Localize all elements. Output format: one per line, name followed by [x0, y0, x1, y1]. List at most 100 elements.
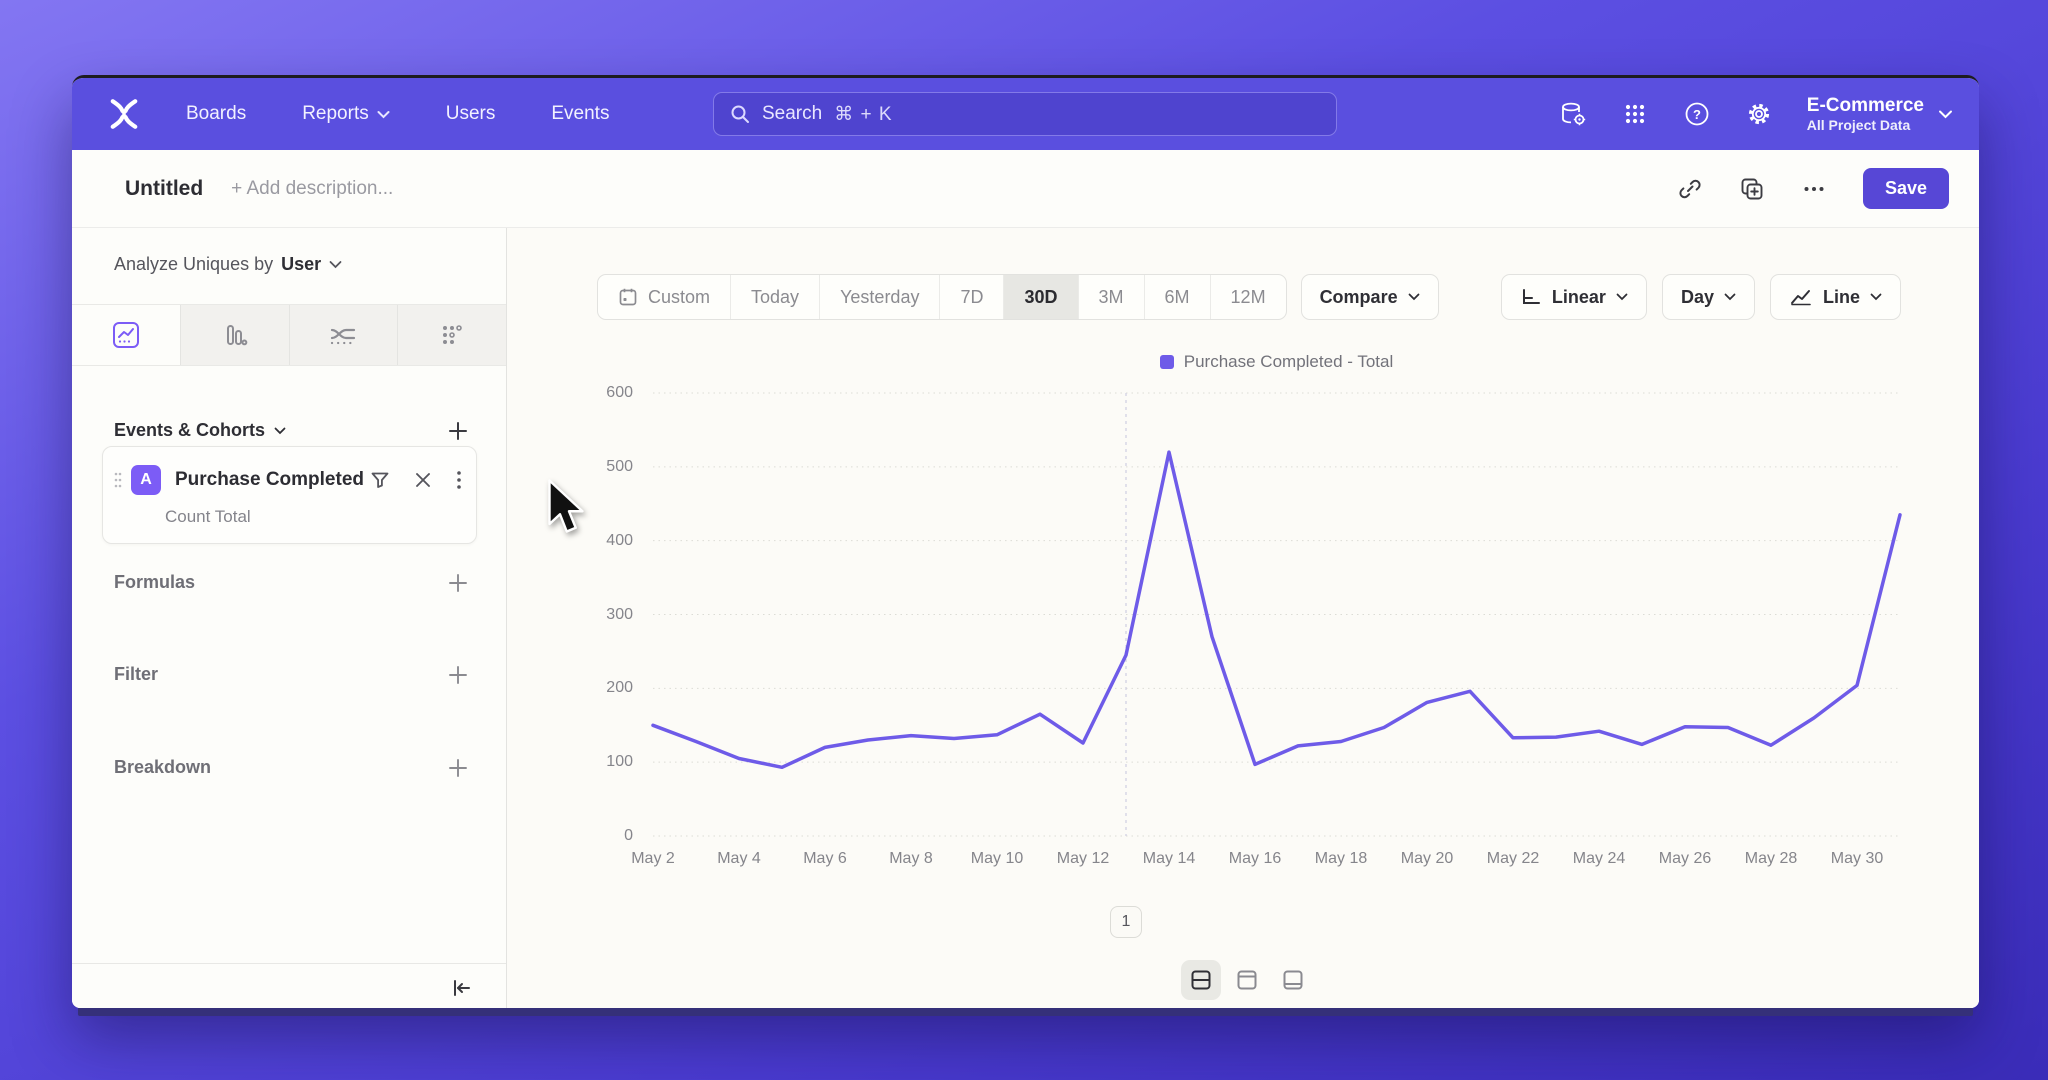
- y-tick: 600: [606, 384, 633, 401]
- settings-gear-icon[interactable]: [1745, 100, 1773, 128]
- date-range-label: Yesterday: [840, 286, 920, 307]
- interval-dropdown[interactable]: Day: [1661, 274, 1755, 320]
- annotation-badge[interactable]: 1: [1110, 906, 1142, 938]
- layout-split-horizontal-button[interactable]: [1181, 960, 1221, 1000]
- nav-item-boards[interactable]: Boards: [186, 103, 246, 125]
- nav-item-label: Boards: [186, 103, 247, 124]
- filter-funnel-icon[interactable]: [370, 470, 390, 490]
- drag-handle[interactable]: [113, 471, 123, 489]
- chevron-down-icon: [329, 261, 342, 269]
- add-formula-button[interactable]: [448, 573, 468, 593]
- y-axis-labels: 0 100 200 300 400 500 600: [567, 384, 643, 844]
- retention-tab-icon: [443, 325, 462, 344]
- filter-section: Filter: [114, 664, 468, 685]
- share-link-icon[interactable]: [1677, 176, 1703, 202]
- date-range-label: 7D: [960, 286, 984, 307]
- date-range-label: 12M: [1230, 286, 1266, 307]
- breakdown-label: Breakdown: [114, 757, 212, 777]
- nav-item-reports[interactable]: Reports: [302, 103, 390, 125]
- search-placeholder: Search: [762, 103, 823, 124]
- chart-panel: Custom Today Yesterday 7D 30D 3M 6M 12M …: [507, 228, 1979, 1008]
- date-range-custom[interactable]: Custom: [598, 275, 732, 319]
- layout-top-bar-button[interactable]: [1227, 960, 1267, 1000]
- formulas-label: Formulas: [114, 572, 196, 592]
- date-range-today[interactable]: Today: [731, 275, 821, 319]
- help-icon[interactable]: ?: [1683, 100, 1711, 128]
- top-nav: Boards Reports Users Events Search ⌘ + K: [72, 78, 1979, 150]
- date-range-30d[interactable]: 30D: [1004, 275, 1079, 319]
- tab-insights-line[interactable]: [72, 305, 181, 365]
- chevron-down-icon: [1408, 293, 1419, 301]
- date-range-yesterday[interactable]: Yesterday: [820, 275, 941, 319]
- date-range-segmented: Custom Today Yesterday 7D 30D 3M 6M 12M: [597, 274, 1287, 320]
- sidebar-footer: [72, 963, 506, 1008]
- scale-dropdown[interactable]: Linear: [1500, 274, 1647, 320]
- layout-split-icon: [1191, 970, 1211, 990]
- mixpanel-logo[interactable]: [106, 96, 142, 132]
- event-more-options-icon[interactable]: [456, 470, 462, 490]
- event-metric[interactable]: Count Total: [165, 507, 251, 526]
- chart-controls: Custom Today Yesterday 7D 30D 3M 6M 12M …: [507, 274, 1979, 320]
- formulas-section: Formulas: [114, 572, 468, 593]
- project-selector[interactable]: E-Commerce All Project Data: [1807, 95, 1953, 133]
- collapse-sidebar-icon[interactable]: [450, 976, 474, 1000]
- add-filter-button[interactable]: [448, 665, 468, 685]
- compare-dropdown[interactable]: Compare: [1300, 274, 1439, 320]
- layout-bottom-bar-icon: [1283, 970, 1303, 990]
- scale-label: Linear: [1551, 286, 1606, 307]
- duplicate-icon[interactable]: [1739, 176, 1765, 202]
- x-tick: May 14: [1142, 850, 1196, 867]
- report-title[interactable]: Untitled: [125, 176, 204, 200]
- date-range-7d[interactable]: 7D: [940, 275, 1005, 319]
- x-tick: May 10: [970, 850, 1024, 867]
- x-tick: May 8: [889, 850, 933, 867]
- add-event-button[interactable]: [448, 421, 468, 441]
- line-chart-icon: [1790, 290, 1811, 306]
- x-tick: May 6: [803, 850, 847, 867]
- y-tick: 500: [606, 457, 633, 475]
- x-tick: May 12: [1056, 850, 1110, 867]
- compare-label: Compare: [1319, 286, 1398, 307]
- chevron-down-icon: [1870, 293, 1882, 301]
- nav-item-label: Events: [551, 103, 610, 124]
- y-tick: 100: [606, 753, 633, 771]
- chevron-down-icon: [377, 110, 390, 118]
- event-letter-badge: A: [131, 465, 161, 495]
- x-tick: May 22: [1486, 850, 1540, 867]
- layout-toggles: [1181, 960, 1313, 1000]
- save-button[interactable]: Save: [1862, 168, 1949, 209]
- tab-retention[interactable]: [398, 305, 506, 365]
- y-tick: 400: [606, 531, 633, 549]
- linear-axis-icon: [1522, 289, 1540, 304]
- analyze-value: User: [281, 254, 322, 274]
- more-options-icon[interactable]: [1801, 176, 1827, 202]
- svg-text:?: ?: [1693, 107, 1701, 122]
- date-range-3m[interactable]: 3M: [1079, 275, 1145, 319]
- nav-item-users[interactable]: Users: [446, 103, 496, 125]
- chart-legend[interactable]: Purchase Completed - Total: [653, 352, 1900, 372]
- x-tick: May 18: [1314, 850, 1368, 867]
- remove-event-icon[interactable]: [414, 471, 432, 489]
- date-range-6m[interactable]: 6M: [1145, 275, 1211, 319]
- x-axis-labels: May 2 May 4 May 6 May 8 May 10 May 12 May 14 Ma…: [631, 850, 1900, 874]
- nav-item-events[interactable]: Events: [551, 103, 609, 125]
- layout-bottom-bar-button[interactable]: [1273, 960, 1313, 1000]
- add-description[interactable]: + Add description...: [231, 177, 394, 199]
- apps-grid-icon[interactable]: [1621, 100, 1649, 128]
- add-breakdown-button[interactable]: [448, 758, 468, 778]
- search-shortcut: ⌘ + K: [834, 103, 893, 125]
- search-input[interactable]: Search ⌘ + K: [713, 92, 1337, 136]
- tab-flows[interactable]: [289, 305, 399, 365]
- tab-bar-chart[interactable]: [180, 305, 290, 365]
- data-management-icon[interactable]: [1559, 100, 1587, 128]
- mouse-cursor: [548, 479, 584, 533]
- events-cohorts-dropdown[interactable]: Events & Cohorts: [114, 420, 286, 441]
- event-card[interactable]: A Purchase Completed Count Total: [102, 446, 477, 544]
- date-range-12m[interactable]: 12M: [1211, 275, 1286, 319]
- x-tick: May 28: [1744, 850, 1798, 867]
- analyze-uniques-dropdown[interactable]: Analyze Uniques by User: [114, 254, 342, 275]
- chart-type-dropdown[interactable]: Line: [1769, 274, 1901, 320]
- date-range-label: 3M: [1098, 286, 1124, 307]
- y-tick: 200: [606, 679, 633, 697]
- toolbar-actions: Save: [1677, 168, 1949, 209]
